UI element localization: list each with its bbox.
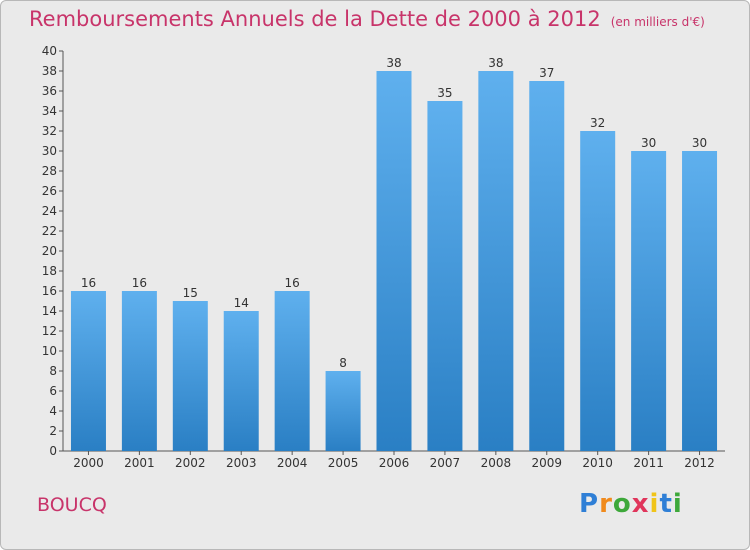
- x-tick-label: 2002: [175, 456, 206, 470]
- y-tick-label: 28: [42, 164, 57, 178]
- y-tick-label: 8: [49, 364, 57, 378]
- y-tick-label: 14: [42, 304, 57, 318]
- y-tick-label: 0: [49, 444, 57, 458]
- data-label-2003: 14: [234, 296, 249, 310]
- bars: [70, 71, 718, 451]
- bar-2008: [478, 71, 514, 451]
- x-tick-label: 2010: [582, 456, 613, 470]
- y-tick-label: 38: [42, 64, 57, 78]
- bar-2002: [172, 301, 208, 451]
- x-tick-label: 2005: [328, 456, 359, 470]
- bar-2003: [223, 311, 259, 451]
- data-label-2007: 35: [437, 86, 452, 100]
- logo-letter: o: [612, 489, 632, 519]
- data-label-2005: 8: [339, 356, 347, 370]
- bar-2007: [427, 101, 463, 451]
- bar-2006: [376, 71, 412, 451]
- y-tick-label: 16: [42, 284, 57, 298]
- logo-letter: r: [599, 489, 613, 519]
- bar-2012: [682, 151, 718, 451]
- proxiti-logo: Proxiti: [579, 489, 683, 519]
- logo-letter: i: [672, 489, 683, 519]
- x-tick-label: 2012: [684, 456, 715, 470]
- data-labels: 16 16 15 14 16 8 38 35 38 37 32 30 30: [81, 56, 707, 370]
- data-label-2006: 38: [386, 56, 401, 70]
- y-tick-label: 36: [42, 84, 57, 98]
- x-tick-label: 2009: [531, 456, 562, 470]
- data-label-2002: 15: [183, 286, 198, 300]
- logo-letter: P: [579, 489, 600, 519]
- data-label-2012: 30: [692, 136, 707, 150]
- y-tick-label: 40: [42, 44, 57, 58]
- x-tick-label: 2001: [124, 456, 155, 470]
- logo-letter: i: [649, 489, 660, 519]
- logo-letter: x: [631, 489, 650, 519]
- y-tick-label: 30: [42, 144, 57, 158]
- bar-2009: [529, 81, 565, 451]
- logo-letter: t: [659, 489, 673, 519]
- y-tick-label: 18: [42, 264, 57, 278]
- bar-2005: [325, 371, 361, 451]
- y-tick-label: 2: [49, 424, 57, 438]
- data-label-2000: 16: [81, 276, 96, 290]
- bar-2011: [631, 151, 667, 451]
- y-tick-label: 24: [42, 204, 57, 218]
- x-tick-label: 2003: [226, 456, 257, 470]
- y-tick-label: 32: [42, 124, 57, 138]
- y-tick-label: 12: [42, 324, 57, 338]
- x-tick-label: 2007: [430, 456, 461, 470]
- y-tick-label: 34: [42, 104, 57, 118]
- x-tick-label: 2011: [633, 456, 664, 470]
- bar-2001: [121, 291, 157, 451]
- y-tick-label: 20: [42, 244, 57, 258]
- data-label-2004: 16: [285, 276, 300, 290]
- x-tick-label: 2000: [73, 456, 104, 470]
- x-tick-label: 2004: [277, 456, 308, 470]
- y-tick-label: 10: [42, 344, 57, 358]
- y-tick-label: 4: [49, 404, 57, 418]
- data-label-2010: 32: [590, 116, 605, 130]
- data-label-2001: 16: [132, 276, 147, 290]
- title-unit: (en milliers d'€): [610, 15, 705, 29]
- bar-2004: [274, 291, 310, 451]
- title-text: Remboursements Annuels de la Dette de 20…: [29, 7, 601, 31]
- x-tick-label: 2006: [379, 456, 410, 470]
- bar-2010: [580, 131, 616, 451]
- place-name: BOUCQ: [37, 494, 107, 516]
- data-label-2008: 38: [488, 56, 503, 70]
- y-tick-label: 22: [42, 224, 57, 238]
- axes: 0246810121416182022242628303234363840200…: [42, 44, 725, 470]
- y-tick-label: 6: [49, 384, 57, 398]
- data-label-2011: 30: [641, 136, 656, 150]
- data-label-2009: 37: [539, 66, 554, 80]
- x-tick-label: 2008: [481, 456, 512, 470]
- y-tick-label: 26: [42, 184, 57, 198]
- bar-2000: [70, 291, 106, 451]
- chart-title: Remboursements Annuels de la Dette de 20…: [29, 7, 705, 31]
